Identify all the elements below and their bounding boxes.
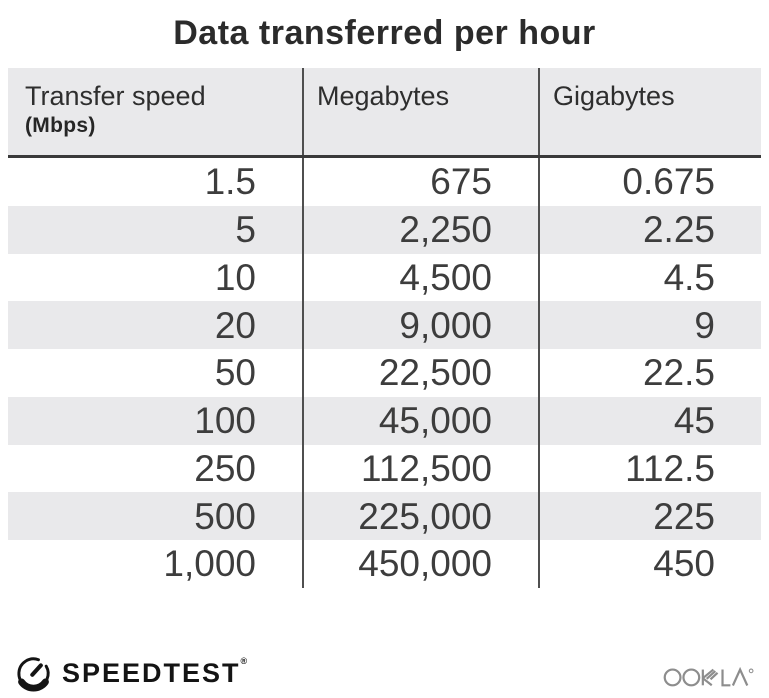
column-header-label: Transfer speed <box>25 81 206 111</box>
column-header-gigabytes: Gigabytes <box>538 68 761 155</box>
table-cell-megabytes: 675 <box>302 158 538 206</box>
table-cell-megabytes: 9,000 <box>302 301 538 349</box>
table-cell-transfer-speed: 5 <box>235 209 256 251</box>
table-cell-gigabytes: 450 <box>538 540 761 588</box>
table-cell-transfer-speed: 20 <box>214 304 256 346</box>
table-cell-transfer-speed: 250 <box>194 447 256 489</box>
table-cell-transfer-speed: 10 <box>214 256 256 298</box>
table-cell-transfer-speed: 1.5 <box>204 161 256 203</box>
ookla-wordmark-icon <box>663 666 754 687</box>
table-cell-gigabytes: 2.25 <box>538 205 761 254</box>
column-header-megabytes: Megabytes <box>302 68 538 155</box>
table-cell-megabytes: 450,000 <box>302 540 538 588</box>
column-header-label: Megabytes <box>317 81 450 111</box>
table-cell-transfer-speed: 50 <box>214 352 256 394</box>
table-body: 1.5 675 0.675 5 2,250 2.25 10 4,500 4.5 … <box>8 158 761 588</box>
speedtest-wordmark: SPEEDTEST® <box>62 656 248 688</box>
table-cell-gigabytes: 45 <box>538 396 761 445</box>
ookla-logo <box>663 662 759 689</box>
page-title: Data transferred per hour <box>173 14 596 52</box>
table-cell-gigabytes: 4.5 <box>538 253 761 302</box>
table-cell-gigabytes: 22.5 <box>538 349 761 397</box>
table-cell-transfer-speed: 500 <box>194 495 256 537</box>
table-row: 100 45,000 45 <box>8 396 761 445</box>
column-header-unit: (Mbps) <box>25 114 96 137</box>
table-cell-gigabytes: 9 <box>538 301 761 349</box>
table-cell-megabytes: 22,500 <box>302 349 538 397</box>
table-cell-megabytes: 225,000 <box>302 492 538 540</box>
table-cell-megabytes: 2,250 <box>302 205 538 254</box>
table-row: 20 9,000 9 <box>8 301 761 349</box>
table-cell-gigabytes: 0.675 <box>538 158 761 206</box>
table-cell-gigabytes: 112.5 <box>538 444 761 493</box>
table-row: 1.5 675 0.675 <box>8 158 761 206</box>
table-row: 10 4,500 4.5 <box>8 253 761 302</box>
column-header-transfer-speed: Transfer speed (Mbps) <box>8 68 302 155</box>
table-cell-transfer-speed: 100 <box>194 400 256 442</box>
table-cell-gigabytes: 225 <box>538 492 761 540</box>
speedtest-gauge-icon <box>14 653 53 692</box>
table-header-row: Transfer speed (Mbps) Megabytes Gigabyte… <box>8 68 761 158</box>
data-table: Transfer speed (Mbps) Megabytes Gigabyte… <box>8 68 761 588</box>
table-row: 50 22,500 22.5 <box>8 349 761 397</box>
column-header-label: Gigabytes <box>553 81 675 111</box>
table-row: 500 225,000 225 <box>8 492 761 540</box>
table-cell-transfer-speed: 1,000 <box>163 543 256 585</box>
table-cell-megabytes: 4,500 <box>302 253 538 302</box>
table-row: 5 2,250 2.25 <box>8 205 761 254</box>
registered-mark: ® <box>240 656 248 666</box>
table-row: 1,000 450,000 450 <box>8 540 761 588</box>
speedtest-logo: SPEEDTEST® <box>14 651 247 693</box>
table-cell-megabytes: 45,000 <box>302 396 538 445</box>
table-cell-megabytes: 112,500 <box>302 444 538 493</box>
table-row: 250 112,500 112.5 <box>8 444 761 493</box>
